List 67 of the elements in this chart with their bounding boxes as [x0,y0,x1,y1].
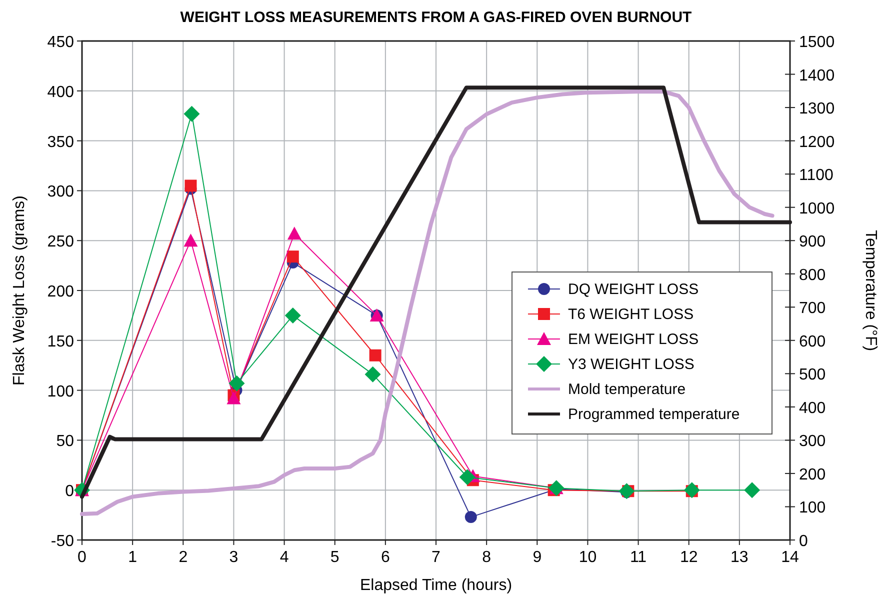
point [184,180,197,192]
y-tick-label: 200 [47,284,74,300]
y2-tick-label: 1400 [799,67,835,84]
legend-label: T6 WEIGHT LOSS [568,306,694,323]
y2-tick-label: 400 [799,400,826,417]
point [228,375,245,392]
y2-tick-label: 800 [799,266,826,284]
x-tick-label: 1 [128,549,138,566]
point [744,482,760,498]
x-tick-label: 2 [178,549,188,566]
x-axis-title: Elapsed Time (hours) [360,577,512,594]
y2-tick-label: 1500 [799,34,835,51]
legend-label: Mold temperature [568,381,686,398]
y2-axis-title: Temperature (°F) [862,230,879,352]
x-tick-label: 14 [781,549,799,566]
point [618,483,635,500]
x-tick-label: 7 [432,549,441,566]
x-tick-label: 11 [630,549,647,566]
y2-tick-label: 500 [799,366,826,384]
y2-tick-label: 0 [799,533,808,550]
point [364,366,381,382]
x-tick-label: 6 [380,549,390,566]
y2-tick-label: 1100 [799,167,834,184]
x-tick-label: 0 [78,549,87,566]
y2-tick-label: 1200 [799,134,835,151]
y-tick-label: 450 [47,34,74,51]
y2-tick-label: 900 [799,234,826,251]
x-tick-label: 9 [532,549,542,566]
y-tick-label: 350 [47,134,74,151]
y-tick-label: 50 [56,433,74,450]
y2-tick-label: 1000 [799,200,835,218]
x-tick-label: 3 [229,549,238,566]
x-tick-label: 8 [482,549,492,566]
point [184,106,200,122]
y-tick-label: 0 [65,483,74,500]
point [226,391,241,404]
point [184,234,198,247]
y-tick-label: 150 [47,333,74,350]
legend-label: Y3 WEIGHT LOSS [568,356,694,373]
y-tick-label: 100 [47,383,74,400]
legend-label: DQ WEIGHT LOSS [568,281,699,298]
y-tick-label: -50 [50,533,74,550]
x-tick-label: 10 [578,549,597,566]
y2-tick-label: 700 [799,300,826,318]
point [287,226,302,240]
y-tick-label: 300 [47,184,74,201]
point [286,250,299,263]
x-tick-label: 5 [330,549,340,566]
y2-tick-label: 1300 [799,100,835,118]
y2-tick-label: 100 [799,500,826,517]
point [284,307,301,324]
y-tick-label: 400 [47,84,74,101]
y-axis-title: Flask Weight Loss (grams) [11,196,28,386]
point [369,349,382,362]
y2-tick-label: 600 [799,333,826,350]
point [684,482,700,498]
point [459,469,476,486]
x-tick-label: 12 [680,549,698,566]
point [464,511,477,524]
chart-title: WEIGHT LOSS MEASUREMENTS FROM A GAS-FIRED OVEN BURNOUT [180,9,692,26]
x-tick-label: 4 [280,549,289,566]
x-tick-label: 13 [730,549,748,566]
y2-tick-label: 200 [799,466,826,484]
y2-tick-label: 300 [799,433,826,450]
y-tick-label: 250 [47,234,74,251]
legend-label: EM WEIGHT LOSS [568,331,699,348]
legend-label: Programmed temperature [568,406,740,423]
